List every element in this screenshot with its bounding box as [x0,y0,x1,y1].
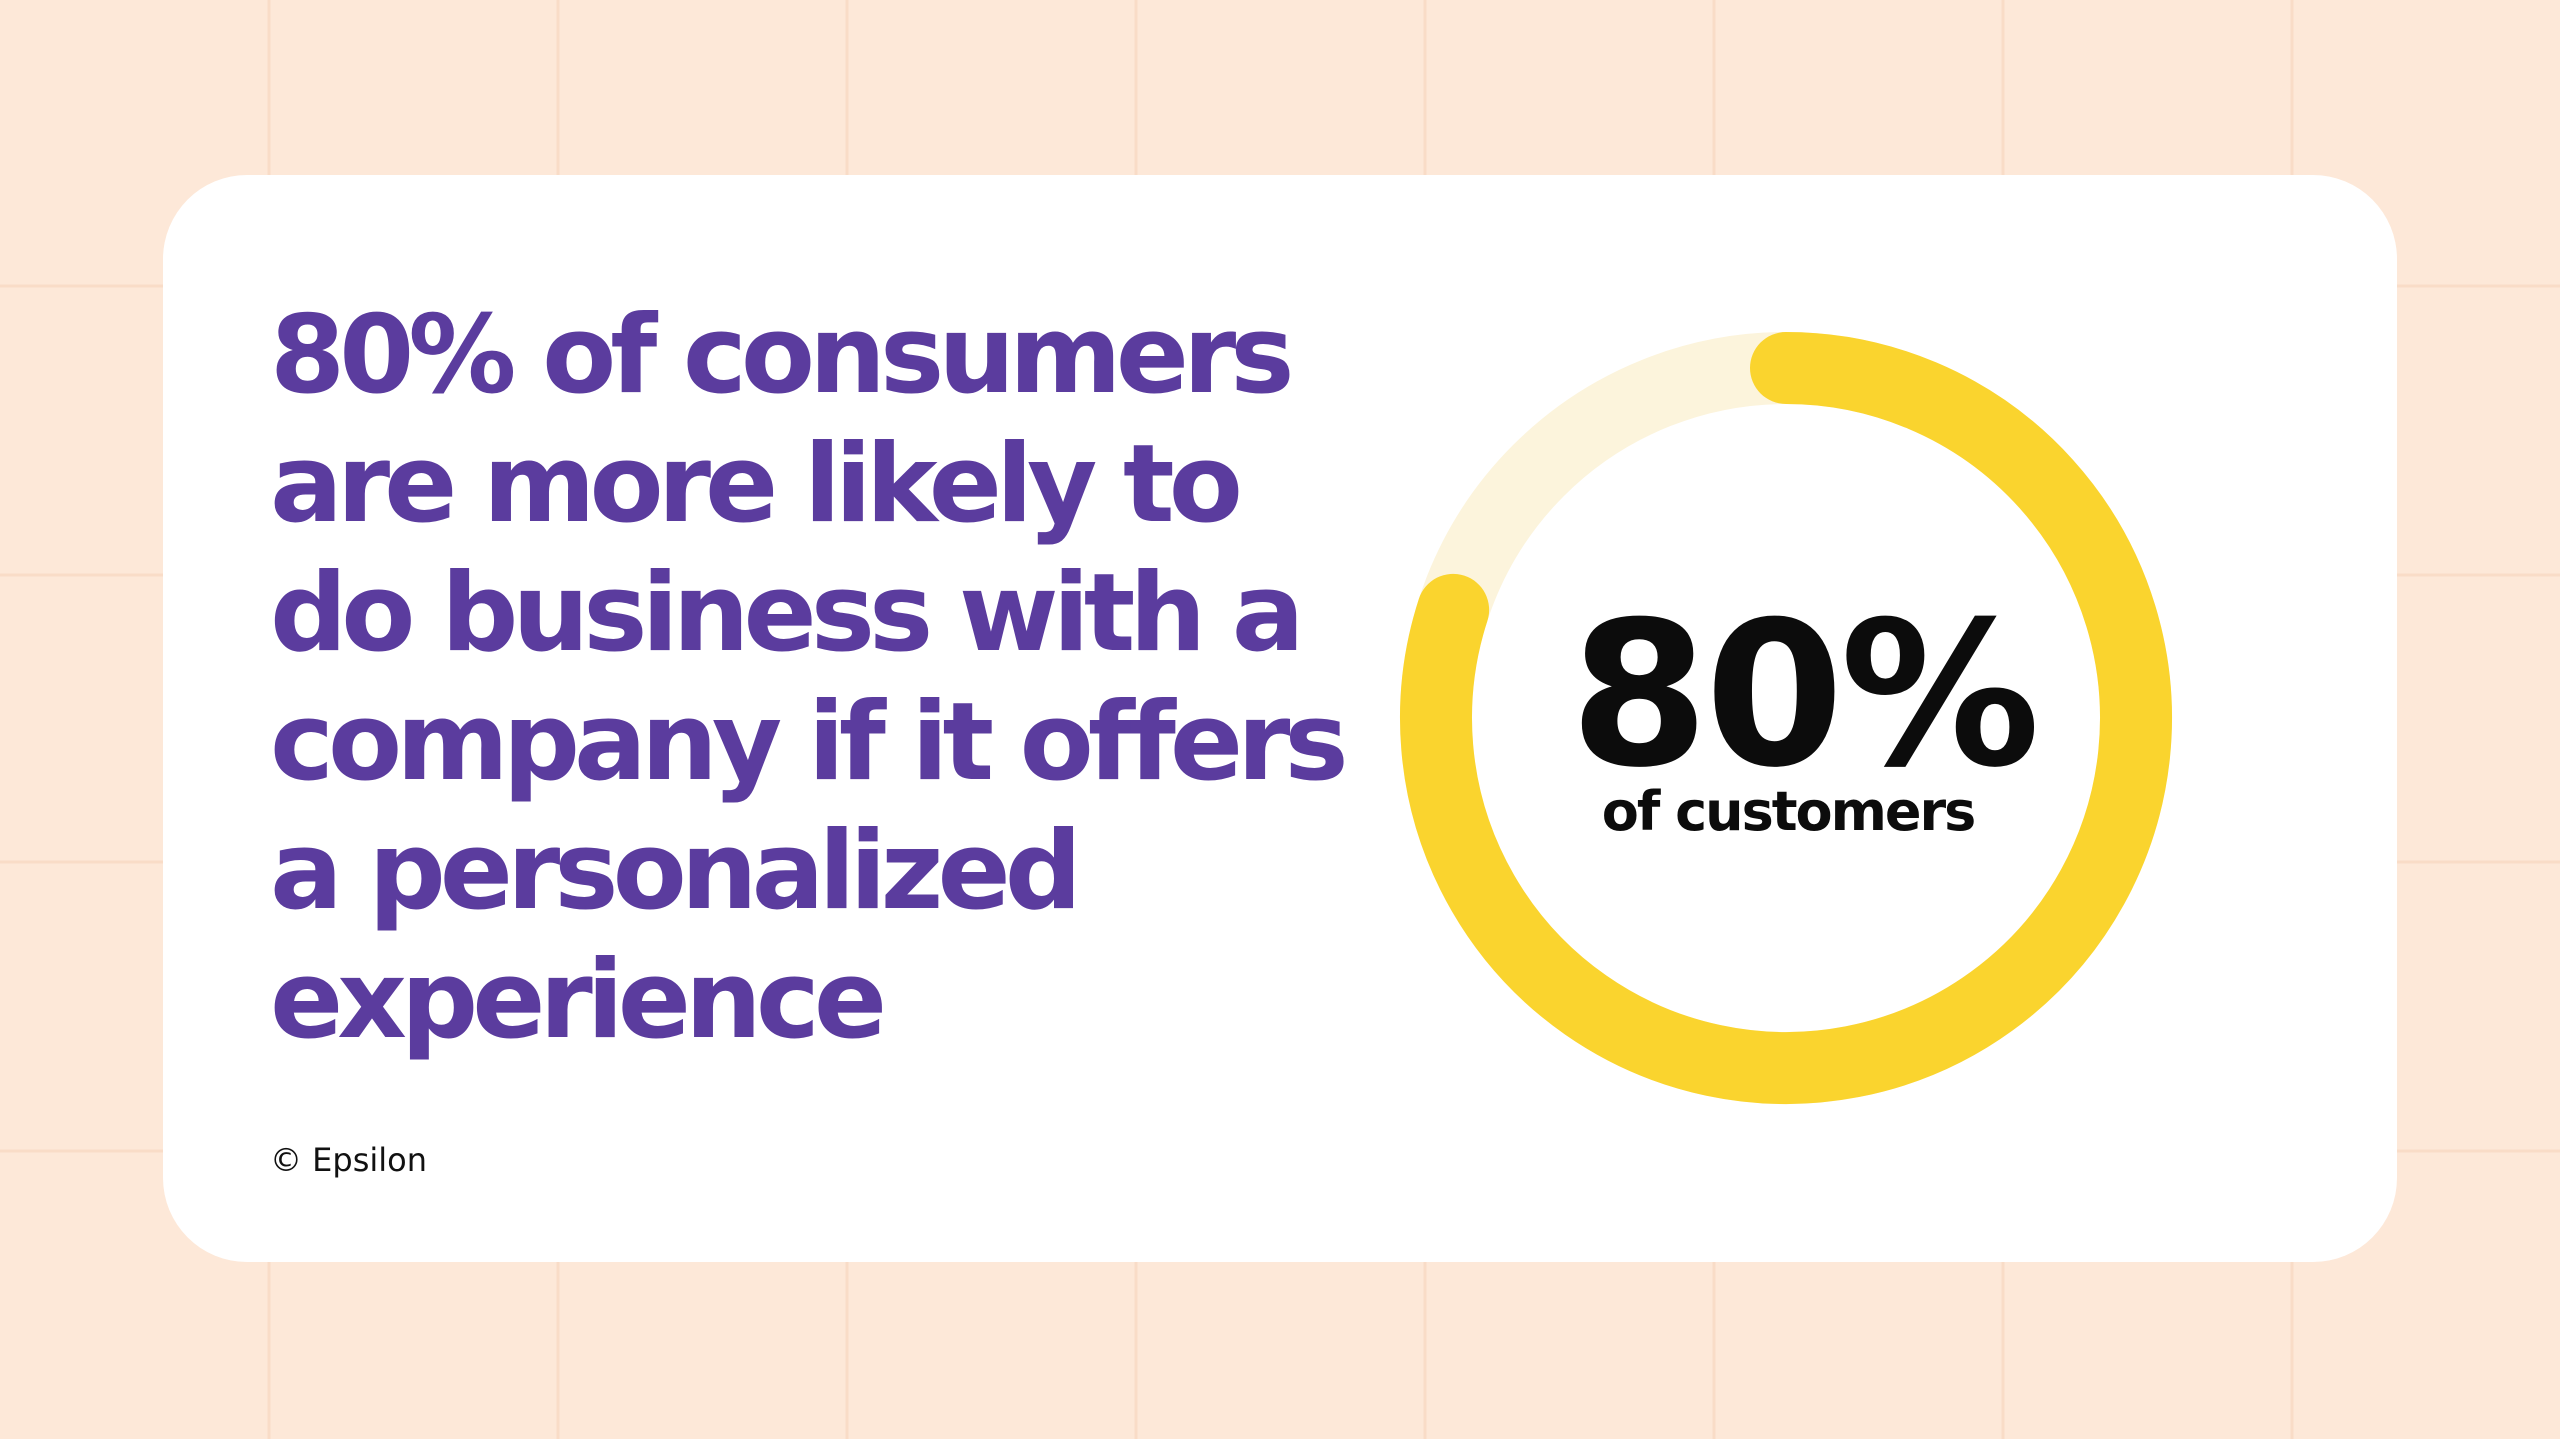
headline-line: experience [270,938,883,1063]
source: © Epsilon [270,1141,427,1179]
subtitle: of customers [1602,780,1975,843]
card [163,175,2397,1262]
headline-line: a personalized [270,809,1076,934]
headline-line: do business with a [270,551,1299,676]
headline-line: 80% of consumers [270,293,1290,418]
value-label: 80% [1570,579,2037,812]
headline-line: are more likely to [270,422,1239,547]
ring-value [1400,332,2172,1104]
headline-line: company if it offers [270,680,1344,805]
